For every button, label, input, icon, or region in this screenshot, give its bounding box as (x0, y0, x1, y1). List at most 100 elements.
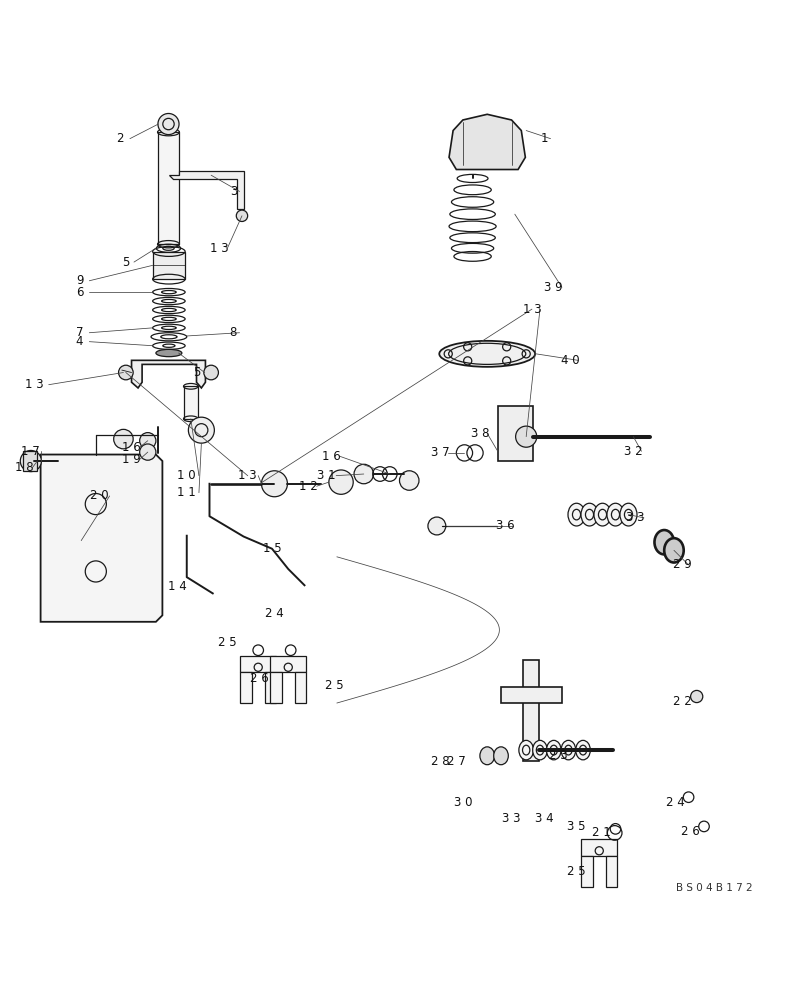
Text: 3 1: 3 1 (317, 469, 335, 482)
Bar (183, 386, 198, 419)
Circle shape (204, 365, 218, 380)
Text: 6: 6 (75, 286, 84, 299)
Text: 2 5: 2 5 (325, 679, 343, 692)
Text: 1 0: 1 0 (178, 469, 195, 482)
Text: 1 1: 1 1 (177, 486, 196, 499)
Text: 1 3: 1 3 (210, 242, 228, 255)
Ellipse shape (620, 503, 636, 526)
Bar (294, 672, 306, 703)
Text: 2 9: 2 9 (672, 558, 691, 571)
Circle shape (157, 113, 178, 135)
Bar (152, 252, 185, 279)
Ellipse shape (546, 740, 560, 760)
Circle shape (139, 433, 156, 449)
Text: 2: 2 (116, 132, 124, 145)
Text: 1 6: 1 6 (122, 441, 141, 454)
Ellipse shape (493, 747, 508, 765)
Bar (581, 839, 616, 856)
Bar (264, 672, 276, 703)
Circle shape (515, 426, 536, 447)
Text: 5: 5 (122, 256, 130, 269)
Circle shape (188, 417, 214, 443)
Polygon shape (448, 114, 525, 170)
Text: 3 8: 3 8 (471, 427, 489, 440)
Ellipse shape (689, 690, 702, 703)
Bar (497, 406, 533, 461)
Text: 5: 5 (192, 366, 200, 379)
Ellipse shape (518, 740, 533, 760)
Bar (522, 660, 539, 761)
Text: B S 0 4 B 1 7 2: B S 0 4 B 1 7 2 (676, 883, 752, 893)
Circle shape (399, 471, 418, 490)
Bar (581, 856, 592, 887)
Text: 1 6: 1 6 (321, 450, 341, 463)
Ellipse shape (439, 341, 534, 367)
Text: 3 3: 3 3 (625, 511, 643, 524)
Text: 3 4: 3 4 (534, 812, 552, 825)
Text: 1 3: 1 3 (522, 303, 540, 316)
Text: 1 5: 1 5 (263, 542, 281, 555)
Text: 2 3: 2 3 (549, 749, 567, 762)
Bar (157, 132, 179, 244)
Ellipse shape (581, 503, 597, 526)
Text: 3 2: 3 2 (624, 445, 642, 458)
Text: 1 2: 1 2 (298, 480, 318, 493)
Text: 4: 4 (75, 335, 84, 348)
Text: 2 8: 2 8 (431, 755, 448, 768)
Circle shape (236, 210, 247, 221)
Text: 2 6: 2 6 (250, 672, 269, 685)
Text: 1: 1 (539, 132, 547, 145)
Ellipse shape (156, 349, 182, 357)
Text: 8: 8 (229, 326, 237, 339)
Text: 2 4: 2 4 (264, 607, 284, 620)
Text: 4 0: 4 0 (560, 354, 578, 367)
Text: 1 3: 1 3 (25, 378, 43, 391)
Bar (270, 672, 281, 703)
Text: 1 4: 1 4 (167, 580, 187, 593)
Ellipse shape (663, 538, 683, 563)
Circle shape (328, 470, 353, 494)
Bar (605, 856, 616, 887)
Ellipse shape (560, 740, 575, 760)
Bar (240, 656, 276, 672)
Text: 2 0: 2 0 (90, 489, 108, 502)
Text: 3 6: 3 6 (496, 519, 513, 532)
Polygon shape (41, 455, 162, 622)
Text: 2 1: 2 1 (590, 826, 610, 839)
Circle shape (139, 444, 156, 460)
Polygon shape (131, 360, 205, 388)
Text: 2 5: 2 5 (218, 636, 236, 649)
Ellipse shape (607, 503, 623, 526)
Text: 3 0: 3 0 (453, 796, 471, 809)
Circle shape (114, 429, 133, 449)
Text: 3 9: 3 9 (544, 281, 562, 294)
Ellipse shape (479, 747, 494, 765)
Bar (23, 451, 37, 471)
Text: 1 9: 1 9 (122, 453, 141, 466)
Ellipse shape (575, 740, 590, 760)
Bar (240, 672, 251, 703)
Text: 2 4: 2 4 (665, 796, 684, 809)
Text: 1 3: 1 3 (238, 469, 256, 482)
Ellipse shape (593, 503, 610, 526)
Circle shape (261, 471, 287, 497)
Ellipse shape (567, 503, 584, 526)
Polygon shape (169, 171, 243, 209)
Text: 2 2: 2 2 (672, 695, 691, 708)
Text: 7: 7 (75, 326, 84, 339)
Text: 3: 3 (230, 185, 238, 198)
Text: 1 8: 1 8 (15, 461, 33, 474)
Text: 2 6: 2 6 (680, 825, 699, 838)
Text: 1 7: 1 7 (21, 445, 41, 458)
Circle shape (118, 365, 133, 380)
Text: 2 7: 2 7 (446, 755, 466, 768)
Circle shape (20, 450, 41, 472)
Text: 2 5: 2 5 (567, 865, 585, 878)
Text: 3 3: 3 3 (502, 812, 520, 825)
Text: 3 5: 3 5 (567, 820, 585, 833)
Bar (270, 656, 306, 672)
Text: 3 7: 3 7 (431, 446, 448, 459)
Ellipse shape (654, 530, 673, 554)
Circle shape (354, 464, 373, 484)
Text: 9: 9 (75, 274, 84, 287)
